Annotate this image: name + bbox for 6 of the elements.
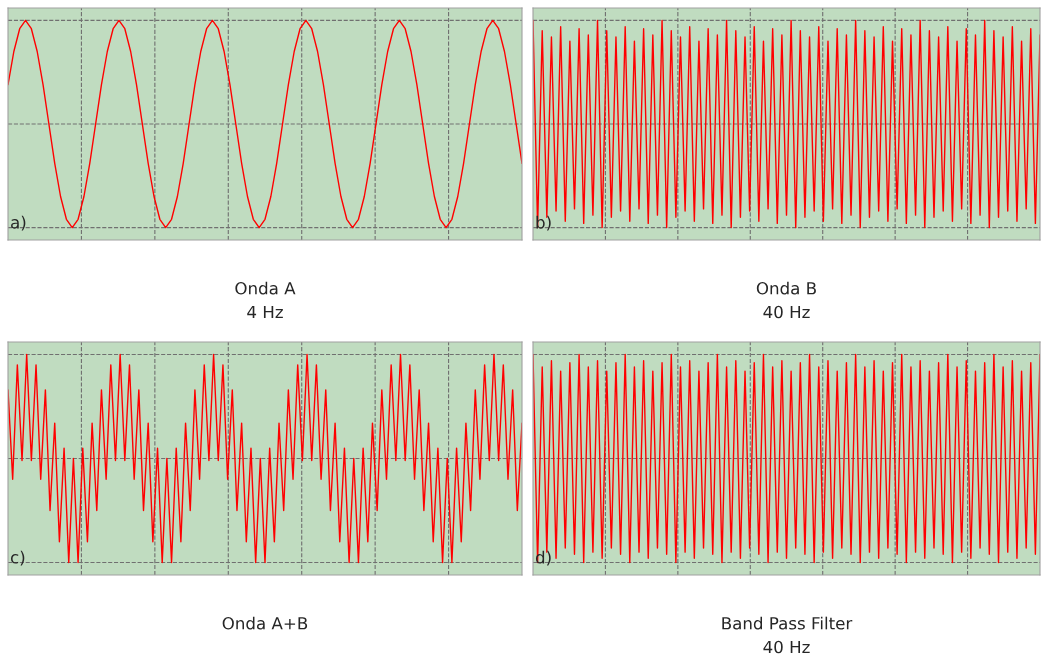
- annotation: a): [11, 215, 26, 231]
- x-axis-title: Onda A 4 Hz: [235, 281, 296, 319]
- x-axis-title: Onda B 40 Hz: [756, 281, 816, 319]
- x-axis-title: Onda A+B: [222, 616, 308, 630]
- annotation: c): [10, 550, 25, 566]
- x-axis-title: Band Pass Filter 40 Hz: [722, 616, 853, 654]
